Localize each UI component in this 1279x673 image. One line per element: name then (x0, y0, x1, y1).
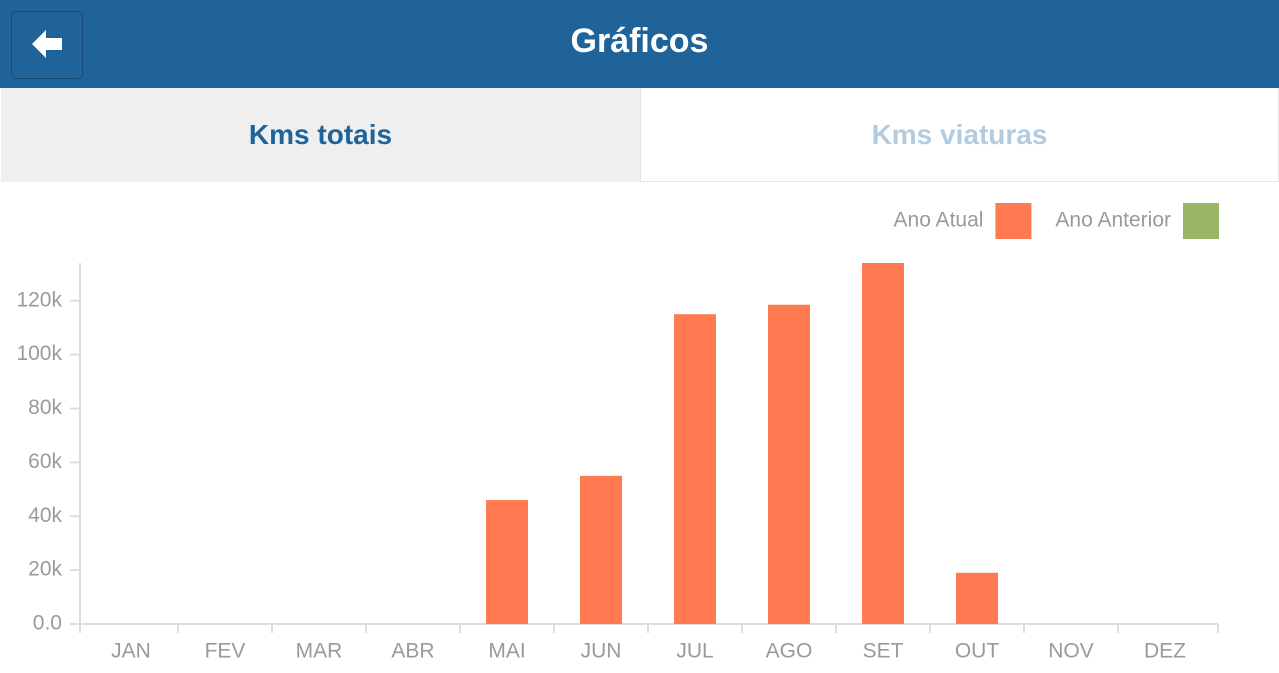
bar (768, 304, 810, 624)
y-tick-label: 60k (28, 450, 62, 473)
x-tick-label: JUL (676, 640, 713, 663)
y-tick-label: 80k (28, 396, 62, 419)
tab[interactable]: Kms totais (1, 88, 640, 182)
legend-swatch (1183, 203, 1219, 239)
legend-label: Ano Atual (894, 209, 984, 232)
bar (862, 263, 904, 624)
x-tick-label: OUT (955, 640, 1000, 663)
x-tick-label: ABR (391, 640, 434, 663)
x-tick-label: AGO (766, 640, 813, 663)
y-tick-label: 120k (16, 288, 62, 311)
x-tick-label: NOV (1048, 640, 1094, 663)
legend-label: Ano Anterior (1055, 209, 1171, 232)
back-button[interactable] (11, 11, 83, 79)
bar (674, 314, 716, 624)
bar (486, 500, 528, 624)
x-tick-label: SET (863, 640, 904, 663)
header: Gráficos (0, 0, 1279, 88)
x-tick-label: MAI (488, 640, 525, 663)
x-tick-label: JUN (581, 640, 622, 663)
bar (580, 475, 622, 624)
bar (956, 572, 998, 624)
x-tick-label: JAN (111, 640, 151, 663)
x-tick-label: FEV (205, 640, 246, 663)
y-tick-label: 40k (28, 504, 62, 527)
x-tick-label: MAR (296, 640, 343, 663)
y-tick-label: 20k (28, 558, 62, 581)
back-icon (32, 30, 62, 58)
page-title: Gráficos (570, 22, 709, 60)
legend-swatch (995, 203, 1032, 239)
y-tick-label: 0.0 (33, 612, 62, 635)
x-tick-label: DEZ (1144, 640, 1186, 663)
y-tick-label: 100k (16, 342, 62, 365)
tab[interactable]: Kms viaturas (640, 88, 1279, 182)
